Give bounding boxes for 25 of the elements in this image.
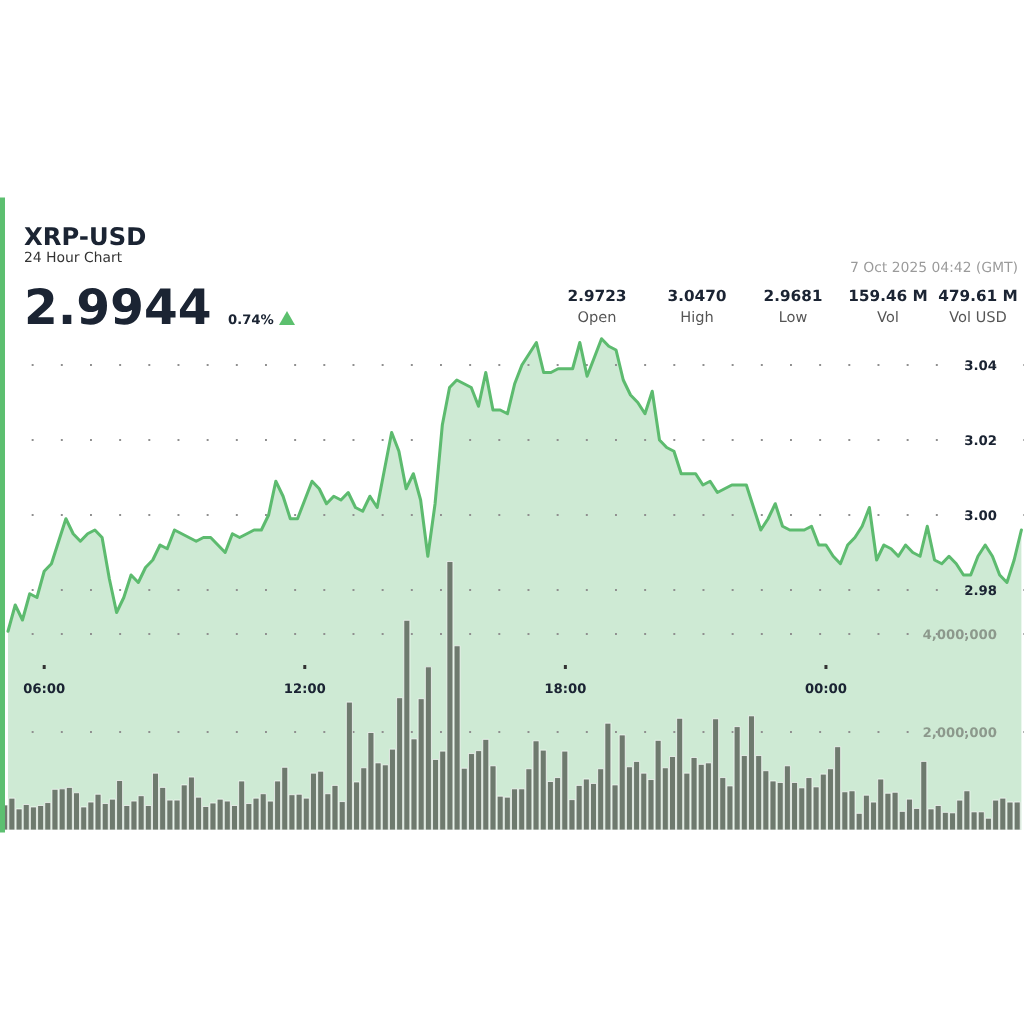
annotation: Vol [877, 310, 898, 323]
annotation: Low [780, 311, 807, 323]
annotation: Open [578, 311, 616, 326]
y2-tick-label: 2,000,000 [923, 727, 997, 739]
annotation: 3.0470 [668, 289, 726, 302]
annotation: Vol USD [949, 310, 1006, 323]
x-tick-label: 06:00 [23, 683, 65, 694]
x-tick-label: 18:00 [545, 683, 586, 694]
annotation: High [681, 310, 713, 326]
y-tick-label: 3.04 [965, 360, 997, 371]
annotation: 2.9723 [568, 289, 626, 302]
text: 24 Hour Chart [25, 251, 122, 263]
x-tick-label: 00:00 [805, 683, 847, 694]
annotation: 2.9681 [764, 289, 822, 302]
y-tick-label: 3.02 [965, 435, 996, 446]
annotation: 479.61 M [938, 289, 1017, 302]
y-tick-label: 2.98 [965, 585, 997, 596]
y-tick-label: 3.00 [965, 510, 997, 521]
annotation: 0.74% [228, 314, 274, 325]
x-tick-label: 12:00 [285, 683, 326, 694]
annotation: 2.9944 [27, 287, 210, 325]
annotation: 159.46 M [849, 289, 927, 302]
annotation: 7 Oct 2025 04:42 (GMT) [851, 261, 1017, 274]
text: XRP-USD [24, 226, 146, 246]
y2-tick-label: 4,000,000 [923, 629, 997, 641]
